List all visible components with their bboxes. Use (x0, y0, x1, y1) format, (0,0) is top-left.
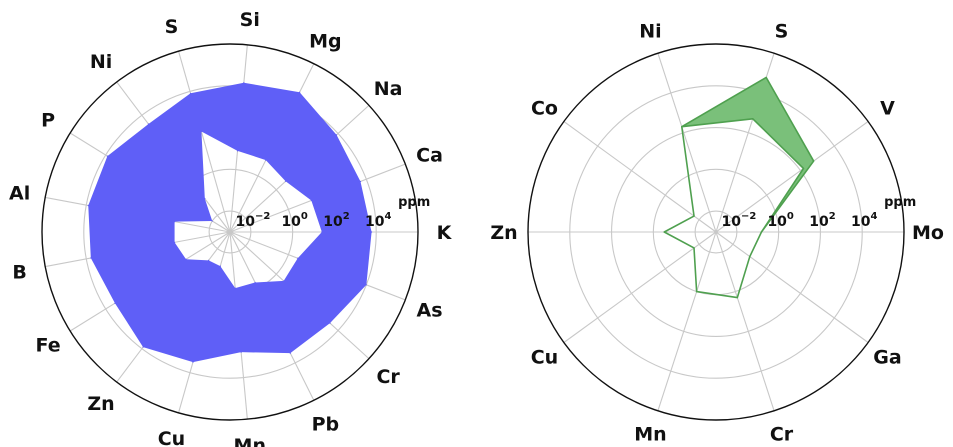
category-label: Cu (531, 347, 558, 369)
polar-frame (41, 43, 419, 421)
category-label: K (437, 222, 453, 244)
upper-point (335, 134, 338, 136)
unit-label: ppm (398, 195, 430, 210)
lower-point (254, 281, 256, 284)
upper-point (813, 160, 815, 162)
category-label: Ga (873, 347, 901, 369)
radial-tick-label: 104 (365, 211, 391, 230)
upper-point (189, 92, 192, 94)
upper-point (87, 204, 89, 207)
category-label: B (12, 261, 26, 283)
lower-point (297, 257, 299, 259)
angular-gridline (178, 51, 231, 233)
upper-point (370, 231, 373, 233)
category-label: S (775, 20, 789, 42)
angular-gridline (715, 231, 869, 343)
angular-gridline (657, 231, 717, 411)
lower-point (681, 126, 683, 128)
radial-tick-label: 102 (323, 211, 349, 230)
category-label: Mo (912, 222, 944, 244)
lower-point (696, 291, 698, 293)
lower-point (204, 198, 206, 200)
lower-point (693, 247, 695, 249)
category-label: Cr (376, 366, 400, 388)
category-label: S (165, 16, 179, 38)
category-label: V (880, 97, 895, 119)
lower-point (211, 220, 213, 222)
angular-gridline (715, 121, 869, 233)
radial-tick-label: 100 (767, 211, 793, 230)
angular-gridline (563, 231, 717, 343)
category-label: Ni (90, 51, 112, 73)
category-label: P (41, 109, 55, 131)
category-label: Si (240, 9, 260, 31)
lower-point (736, 296, 738, 299)
category-label: Zn (87, 393, 114, 415)
category-label: Al (9, 183, 30, 205)
series-band (663, 76, 815, 299)
lower-point (752, 118, 754, 120)
category-label: Mn (234, 435, 266, 447)
lower-point (173, 241, 176, 243)
polar-frame (527, 43, 905, 421)
upper-point (243, 82, 245, 84)
radial-tick-label: 104 (851, 211, 877, 230)
upper-point (765, 76, 767, 79)
angular-gridline (657, 53, 717, 233)
category-label: Fe (35, 335, 60, 357)
unit-label: ppm (884, 195, 916, 210)
category-label: Na (374, 78, 403, 100)
radar-chart-left: 10−2 100 102 104 ppm K Ca Na Mg Si S Ni P Al B Fe Zn Cu Mn… (9, 9, 453, 447)
radial-tick-label: 10−2 (235, 211, 270, 230)
category-label: As (417, 299, 443, 321)
series-band (88, 82, 372, 363)
lower-point (236, 150, 239, 152)
radial-tick-label: 100 (281, 211, 307, 230)
radial-tick-label: 10−2 (721, 211, 756, 230)
category-label: Mg (309, 30, 342, 52)
lower-point (285, 180, 287, 182)
category-label: Zn (490, 222, 517, 244)
lower-point (219, 265, 221, 267)
category-label: Mn (634, 424, 666, 446)
upper-point (90, 257, 92, 259)
radial-tick-label: 102 (809, 211, 835, 230)
lower-point (185, 258, 187, 260)
lower-point (802, 167, 805, 170)
category-label: Cr (770, 424, 794, 446)
upper-point (240, 351, 242, 353)
upper-point (359, 180, 362, 183)
lower-point (208, 259, 210, 261)
upper-point (289, 352, 291, 354)
upper-point (329, 322, 331, 324)
category-label: Cu (158, 428, 185, 447)
lower-point (321, 231, 323, 233)
lower-point (693, 215, 695, 217)
lower-point (265, 159, 267, 161)
lower-point (234, 287, 236, 289)
upper-point (147, 123, 150, 125)
category-label: Co (531, 97, 558, 119)
lower-point (283, 280, 285, 282)
upper-point (365, 284, 367, 286)
lower-point (749, 255, 751, 258)
lower-point (310, 199, 312, 202)
category-label: Pb (312, 414, 340, 436)
upper-point (114, 302, 116, 304)
category-label: Ca (416, 145, 443, 167)
angular-gridline (715, 231, 775, 411)
radar-chart-right: 10−2 100 102 104 ppm Mo V S Ni Co Zn Cu Mn Cr Ga (490, 20, 944, 445)
upper-point (106, 155, 108, 157)
lower-point (663, 231, 665, 233)
angular-gridline (563, 121, 717, 233)
upper-point (142, 346, 144, 348)
category-label: Ni (639, 20, 661, 42)
lower-point (760, 231, 763, 233)
lower-point (200, 130, 203, 133)
upper-point (192, 361, 194, 363)
lower-point (173, 221, 176, 223)
upper-point (299, 91, 301, 93)
